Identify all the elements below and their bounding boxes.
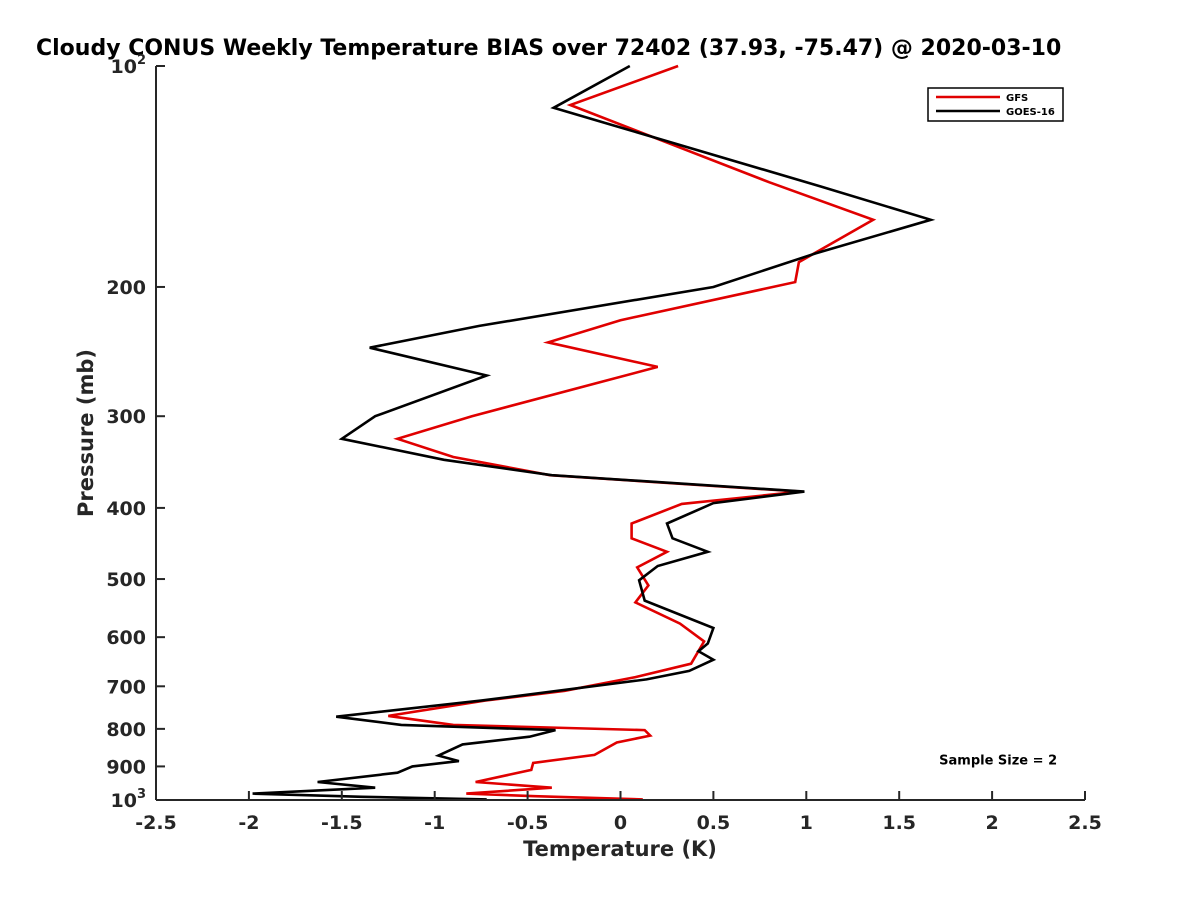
y-tick-label: 103 [111,787,147,812]
x-tick-label: 0.5 [697,812,731,834]
y-tick-label: 102 [111,53,147,78]
x-tick-label: -2.5 [135,812,177,834]
plot-area: -2.5 -2 -1.5 -1 -0.5 0 0.5 1 1.5 2 2.5 102 200 300 400… [106,53,1102,834]
series-line-goes-16 [252,64,936,801]
chart-title: Cloudy CONUS Weekly Temperature BIAS ove… [36,36,1061,61]
x-axis-label: Temperature (K) [523,837,717,861]
x-tick-label: -1 [424,812,445,834]
x-tick-label: 2 [985,812,998,834]
x-tick-label: -0.5 [507,812,549,834]
y-axis-label: Pressure (mb) [74,349,98,517]
legend-entry-label: GFS [1006,93,1028,104]
y-tick-label: 200 [106,277,146,299]
y-tick-label: 400 [106,498,146,520]
y-tick-label: 900 [106,756,146,778]
legend-box [927,87,1064,122]
x-tick-label: -2 [238,812,259,834]
sample-size-annotation: Sample Size = 2 [939,753,1057,768]
y-tick-label: 600 [106,627,146,649]
x-tick-label: -1.5 [321,812,363,834]
x-tick-label: 1 [800,812,813,834]
y-tick-label: 500 [106,569,146,591]
y-tick-label: 300 [106,406,146,428]
x-tick-label: 0 [614,812,627,834]
y-tick-label: 800 [106,719,146,741]
y-tick-label: 700 [106,676,146,698]
x-tick-label: 2.5 [1068,812,1102,834]
legend: GFS GOES-16 [927,87,1064,122]
legend-entry-label: GOES-16 [1006,107,1055,118]
x-tick-label: 1.5 [882,812,916,834]
